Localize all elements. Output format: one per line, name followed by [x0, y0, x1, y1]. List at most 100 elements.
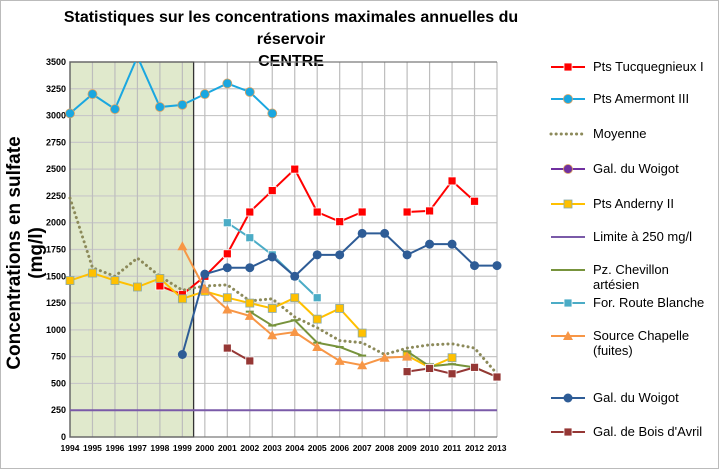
series-0: [155, 164, 479, 299]
data-point: [267, 108, 278, 119]
data-point: [245, 263, 255, 273]
legend-item: Pts Anderny II: [549, 196, 713, 212]
legend-swatch: [551, 393, 585, 403]
y-tick-label: 1250: [46, 298, 66, 308]
legend-item: Pz. Chevillon artésien: [549, 262, 713, 292]
data-point: [200, 269, 210, 279]
data-point: [312, 342, 323, 351]
data-point: [199, 284, 210, 294]
legend-label: Source Chapelle (fuites): [593, 328, 690, 358]
data-point: [177, 350, 187, 359]
data-point: [222, 249, 232, 259]
data-point: [447, 239, 457, 249]
x-tick-label: 1997: [128, 443, 147, 453]
x-tick-label: 2000: [195, 443, 214, 453]
data-point: [357, 328, 367, 338]
legend-item: Pts Tucquegnieux I: [549, 59, 713, 75]
data-point: [402, 351, 413, 361]
series-line: [159, 167, 363, 296]
data-point: [177, 294, 187, 304]
legend-label: For. Route Blanche: [593, 295, 705, 310]
data-point: [65, 108, 75, 119]
data-point: [447, 176, 457, 186]
series-10: [222, 343, 502, 382]
data-point: [335, 304, 345, 313]
data-point: [379, 352, 390, 362]
x-tick-label: 2010: [420, 443, 439, 453]
data-point: [244, 310, 255, 320]
data-point: [245, 207, 255, 217]
chart-title: Statistiques sur les concentrations maxi…: [61, 7, 521, 73]
data-point: [245, 233, 255, 243]
data-point: [65, 276, 75, 285]
legend-swatch: [551, 427, 585, 437]
y-tick-label: 0: [61, 432, 66, 442]
data-point: [267, 304, 277, 313]
legend-swatch: [549, 132, 587, 136]
data-point: [290, 293, 300, 303]
y-tick-label: 3250: [46, 84, 66, 94]
legend-item: Limite à 250 mg/l: [549, 229, 713, 245]
x-tick-label: 2004: [285, 443, 304, 453]
data-point: [177, 99, 188, 110]
data-point: [267, 252, 277, 262]
legend-swatch: [551, 164, 585, 174]
series-line: [407, 179, 476, 213]
series-8: [177, 241, 413, 370]
data-point: [155, 274, 165, 283]
data-point: [470, 261, 480, 271]
legend-label: Gal. de Bois d'Avril: [593, 424, 703, 439]
legend-label: Pts Tucquegnieux I: [593, 59, 704, 74]
legend-swatch: [551, 94, 585, 104]
legend-marker: [563, 393, 573, 403]
x-tick-label: 1998: [150, 443, 169, 453]
legend-marker: [563, 331, 573, 340]
data-point: [222, 218, 232, 228]
data-point: [245, 356, 255, 366]
data-point: [177, 241, 188, 251]
series-line: [69, 62, 273, 115]
data-point: [222, 304, 233, 314]
chart-title-line-1: Statistiques sur les concentrations maxi…: [63, 9, 519, 48]
legend-label: Moyenne: [593, 126, 647, 141]
data-point: [335, 250, 345, 260]
x-tick-label: 1995: [83, 443, 102, 453]
legend-swatch: [551, 298, 585, 308]
legend-label: Gal. du Woigot: [593, 161, 679, 176]
x-tick-label: 2011: [443, 443, 462, 453]
data-point: [425, 239, 435, 249]
legend-swatch: [551, 236, 585, 238]
data-point: [88, 268, 97, 278]
series-group: [65, 62, 502, 412]
legend-item: For. Route Blanche: [549, 295, 713, 311]
data-point: [154, 102, 165, 112]
data-point: [402, 250, 412, 260]
y-tick-label: 2250: [46, 191, 66, 201]
series-line: [68, 196, 499, 376]
x-tick-label: 2002: [240, 443, 259, 453]
data-point: [222, 78, 233, 89]
data-point: [267, 330, 278, 340]
legend-item: Gal. du Woigot: [549, 161, 713, 177]
series-4: [65, 268, 457, 372]
data-point: [425, 364, 434, 373]
data-point: [470, 196, 479, 206]
legend-label: Gal. du Woigot: [593, 390, 679, 405]
x-tick-label: 2003: [263, 443, 282, 453]
data-point: [110, 104, 120, 115]
x-tick-label: 2009: [398, 443, 417, 453]
x-tick-label: 1994: [61, 443, 80, 453]
data-point: [357, 228, 367, 238]
legend-marker: [563, 199, 573, 209]
y-tick-label: 500: [51, 378, 66, 388]
y-tick-label: 3500: [46, 57, 66, 67]
data-point: [155, 281, 165, 291]
legend-swatch: [551, 331, 585, 340]
y-tick-label: 1750: [46, 245, 66, 255]
data-point: [133, 282, 142, 292]
data-point: [312, 250, 322, 260]
legend-marker: [563, 94, 573, 104]
data-point: [334, 355, 345, 365]
